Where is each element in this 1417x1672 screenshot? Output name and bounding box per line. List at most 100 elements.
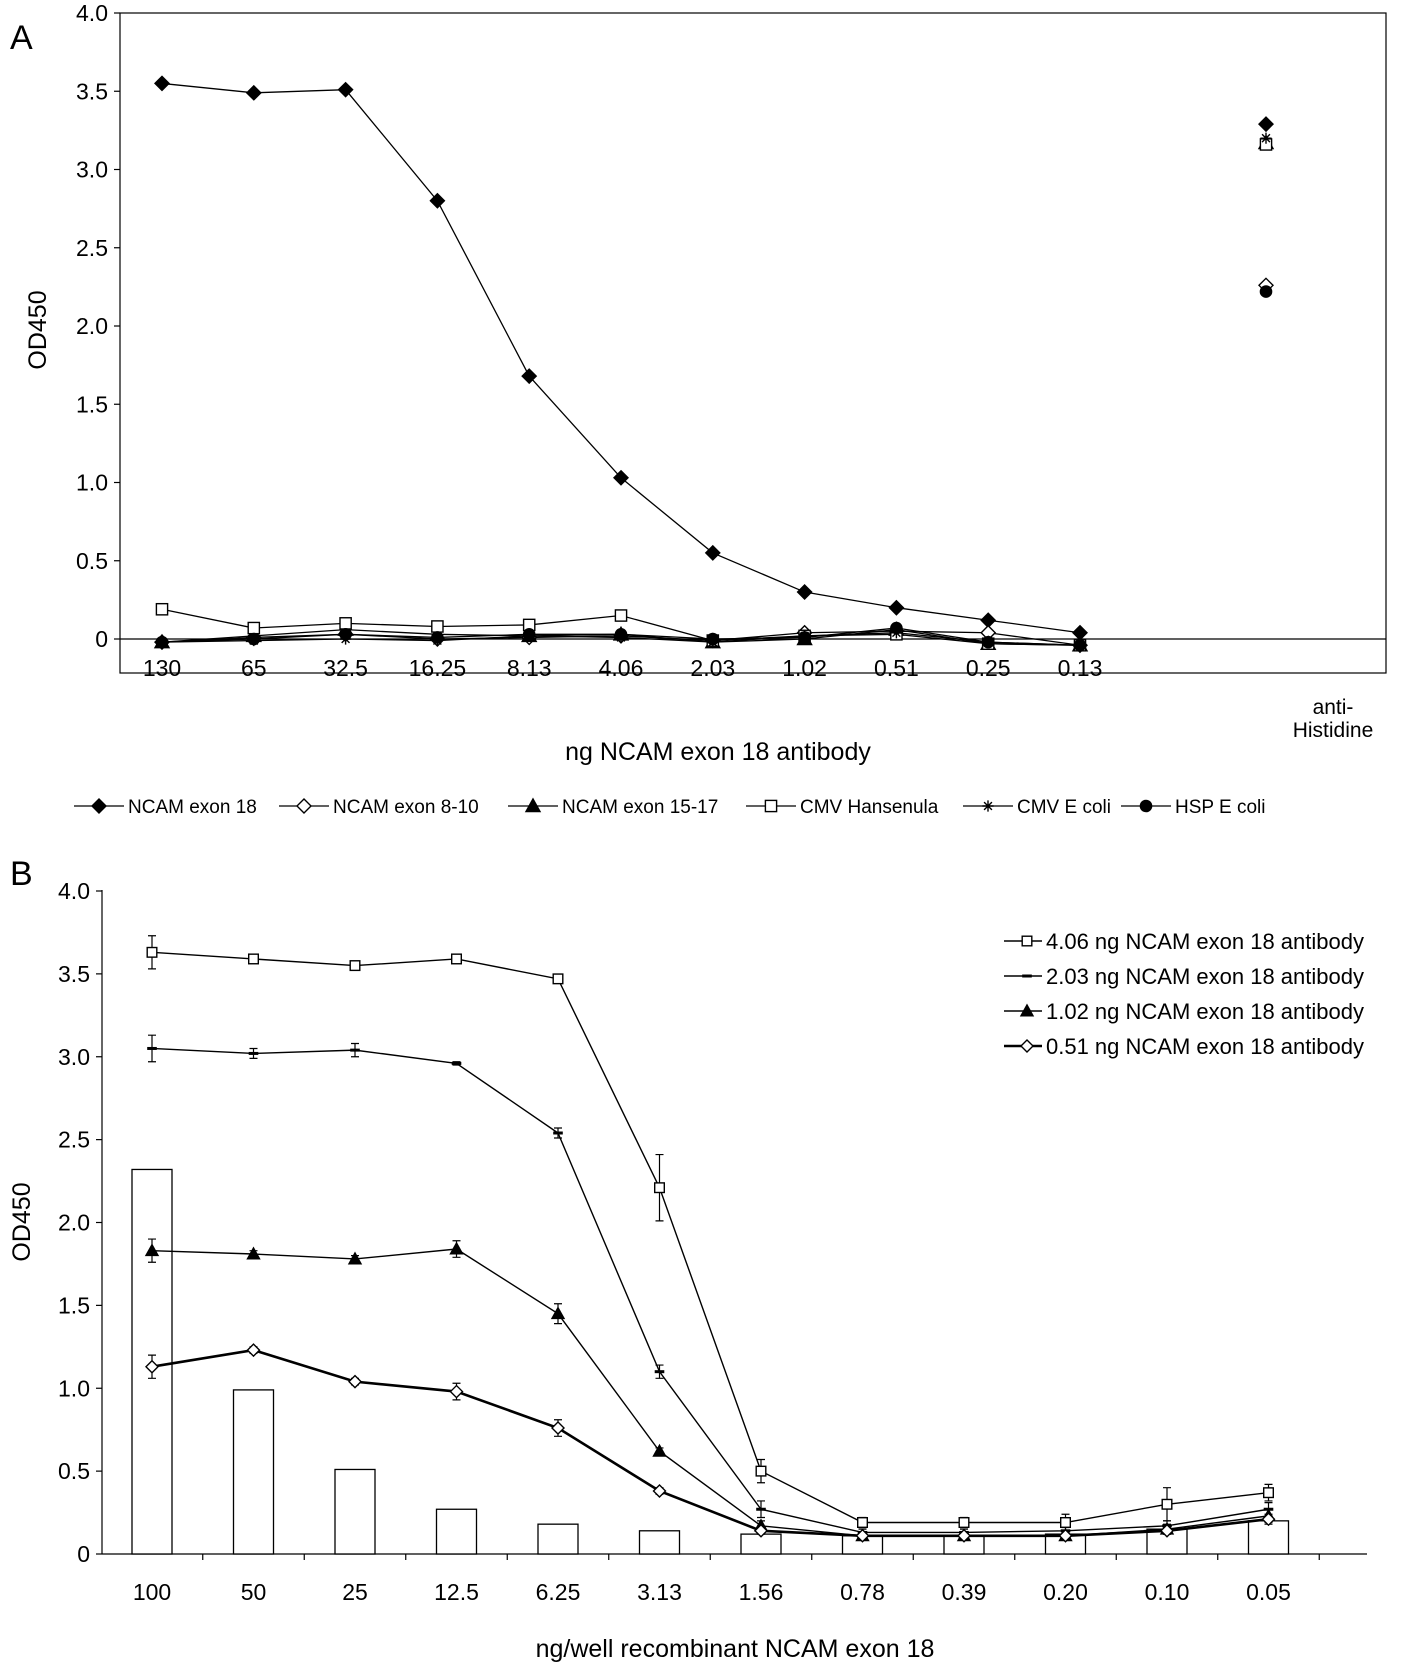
data-point [958,1517,970,1529]
series-cmv-hansenula [155,138,1273,652]
data-point [449,1241,464,1255]
data-point [154,75,170,92]
y-tick-label: 2.0 [58,1210,90,1236]
panel-a: A 0 0.5 1.0 1.5 2.0 2.5 3.0 3.5 4.0 130 65 32.5 16.… [10,0,1387,818]
legend-marker [1020,1039,1034,1053]
legend-item-2-03-ng-ncam-exon-18-antibody: 2.03 ng NCAM exon 18 antibody [1004,964,1364,989]
legend-label: NCAM exon 8-10 [333,797,479,818]
series-line [151,951,1269,1524]
data-point [755,1465,767,1477]
y-tick-label: 0.5 [76,548,108,574]
data-point [431,631,444,644]
legend-item-0-51-ng-ncam-exon-18-antibody: 0.51 ng NCAM exon 18 antibody [1004,1034,1364,1059]
y-tick-label: 1.5 [58,1292,90,1318]
legend-marker [764,799,778,813]
data-point [957,1528,971,1543]
y-tick-label: 1.5 [76,391,108,417]
data-point [429,192,446,209]
data-point [704,544,721,561]
panel-a-x-axis-title: ng NCAM exon 18 antibody [565,738,871,766]
panel-b-y-axis: 0 0.5 1.0 1.5 2.0 2.5 3.0 3.5 4.0 [58,878,102,1567]
panel-a-x-axis: 130 65 32.5 16.25 8.13 4.06 2.03 1.02 0.51 0.25 0.… [143,655,1103,681]
x-tick-label: 100 [133,1579,171,1605]
legend-item-1-02-ng-ncam-exon-18-antibody: 1.02 ng NCAM exon 18 antibody [1004,999,1364,1024]
data-point [1073,638,1087,652]
data-point-anti-histidine [1260,132,1272,144]
panel-a-label: A [10,19,33,57]
x-tick-label: 8.13 [507,655,552,681]
data-point [144,1243,160,1257]
series-0-51-ng-ncam-exon-18-antibody [145,1343,1276,1543]
data-point [551,1421,565,1436]
legend-item-cmv-e-coli: CMV E coli [963,797,1111,818]
legend-label: NCAM exon 18 [128,797,257,818]
series-line [151,1047,1269,1534]
y-tick-label: 4.0 [76,0,108,26]
legend-label: 1.02 ng NCAM exon 18 antibody [1046,999,1364,1024]
legend-marker [91,798,107,814]
x-tick-label: 1.56 [739,1579,784,1605]
data-point [347,1251,363,1265]
data-point [614,628,628,641]
series-4-06-ng-ncam-exon-18-antibody [146,935,1274,1532]
x-tick-label: 0.10 [1145,1579,1190,1605]
panel-b-y-axis-title: OD450 [8,1182,36,1261]
legend-item-cmv-hansenula: CMV Hansenula [746,797,939,818]
data-point [146,946,158,958]
data-point [1262,1487,1274,1499]
panel-a-series [153,75,1275,654]
panel-b-legend: 4.06 ng NCAM exon 18 antibody 2.03 ng NCA… [1004,929,1364,1059]
panel-b-x-axis-title: ng/well recombinant NCAM exon 18 [536,1635,935,1663]
data-point [857,1517,869,1529]
legend-item-4-06-ng-ncam-exon-18-antibody: 4.06 ng NCAM exon 18 antibody [1004,929,1364,954]
y-tick-label: 3.5 [76,78,108,104]
legend-marker [1139,799,1153,813]
legend-label: HSP E coli [1175,797,1265,818]
data-point [155,635,169,649]
x-tick-label: 130 [143,655,181,681]
legend-marker [1019,1003,1035,1017]
data-point [1261,1512,1276,1527]
x-tick-label: 1.02 [782,655,827,681]
series-ncam-exon-18 [154,75,1274,641]
x-tick-label: 0.20 [1043,1579,1088,1605]
legend-item-ncam-exon-18: NCAM exon 18 [74,797,257,818]
data-point [981,635,995,649]
series-2-03-ng-ncam-exon-18-antibody [147,1034,1274,1537]
data-point [798,631,811,644]
data-point [246,1246,261,1260]
y-tick-label: 4.0 [58,878,90,904]
legend-item-hsp-e-coli: HSP E coli [1121,797,1265,818]
x-tick-label: 0.05 [1246,1579,1291,1605]
y-tick-label: 3.0 [76,157,108,183]
x-tick-label: 50 [241,1579,267,1605]
panel-a-y-axis: 0 0.5 1.0 1.5 2.0 2.5 3.0 3.5 4.0 [76,0,1386,652]
data-point [890,621,903,635]
panel-b-bars [131,1168,1290,1555]
x-tick-label: 2.03 [690,655,735,681]
bar [232,1389,275,1555]
legend-marker [982,800,994,812]
panel-b: B 0 0.5 1.0 1.5 2.0 2.5 3.0 3.5 4.0 100 50 25 12.5 6… [8,855,1367,1663]
x-tick-label: 0.13 [1058,655,1103,681]
x-tick-label: 65 [241,655,267,681]
panel-a-legend: NCAM exon 18 NCAM exon 8-10 NCAM exon 15-1… [74,797,1265,818]
data-point [888,599,905,616]
x-tick-label: 12.5 [434,1579,479,1605]
data-point [522,628,536,641]
legend-label: CMV E coli [1017,797,1111,818]
legend-label: 4.06 ng NCAM exon 18 antibody [1046,929,1364,954]
series-1-02-ng-ncam-exon-18-antibody [144,1238,1276,1542]
x-tick-label: 0.39 [942,1579,987,1605]
y-tick-label: 3.0 [58,1044,90,1070]
data-point [339,617,352,630]
data-point [613,469,629,486]
x-tick-label: 3.13 [637,1579,682,1605]
y-tick-label: 2.5 [58,1127,90,1153]
data-point [349,960,361,972]
data-point [1161,1498,1173,1510]
data-point-anti-histidine [1259,285,1273,298]
y-tick-label: 0 [77,1541,90,1567]
bar [537,1523,579,1555]
panel-b-label: B [10,855,33,893]
